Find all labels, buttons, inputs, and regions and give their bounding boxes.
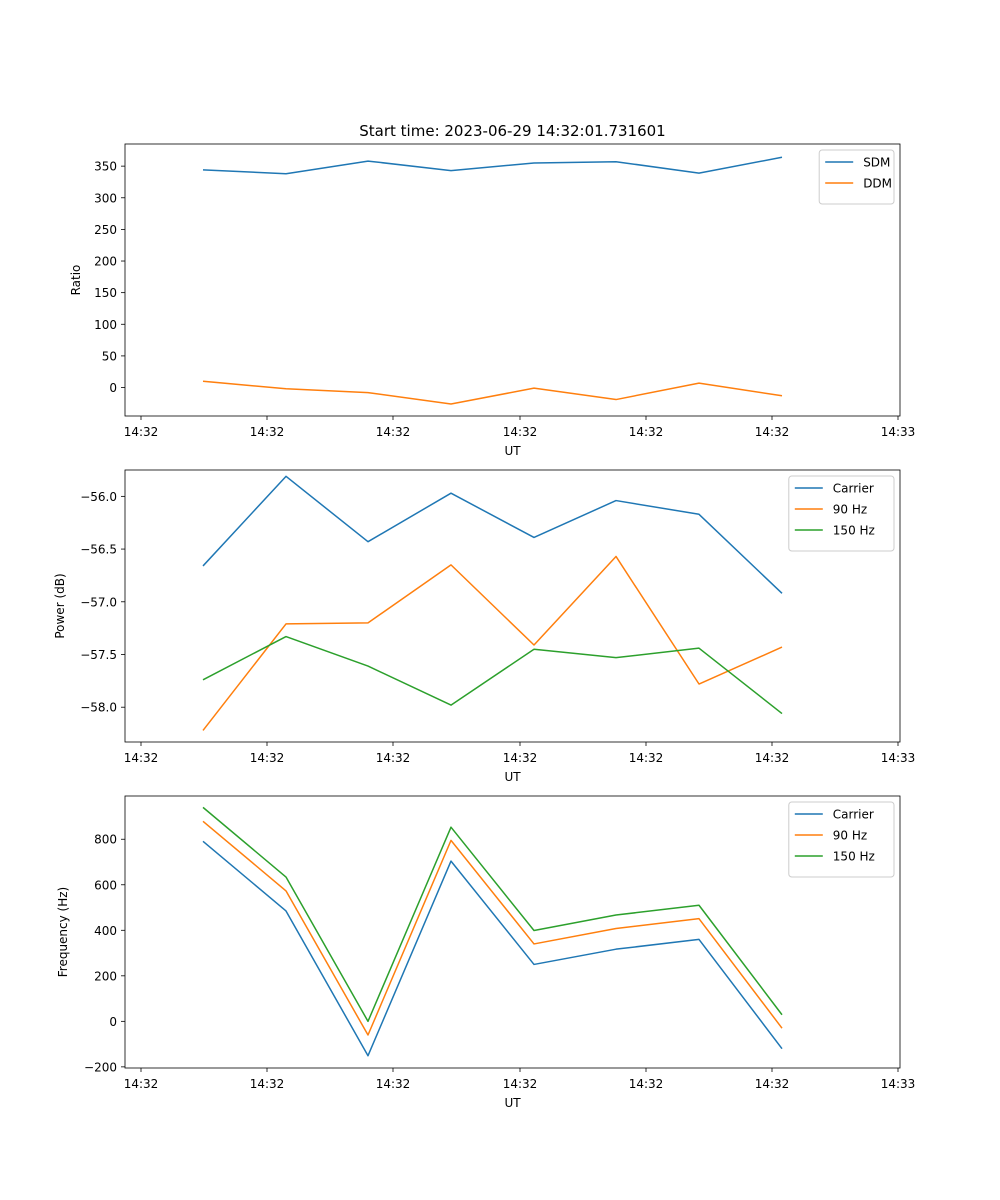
y-tick-label: 800: [94, 833, 117, 847]
x-tick-label: 14:32: [755, 425, 790, 439]
x-tick-label: 14:32: [250, 425, 285, 439]
legend-label: 90 Hz: [833, 503, 867, 517]
y-tick-label: 200: [94, 255, 117, 269]
y-axis-label: Power (dB): [53, 573, 67, 638]
legend-box: [818, 149, 895, 205]
legend: SDM DDM: [818, 149, 895, 205]
series-line-sdm: [202, 156, 783, 175]
y-tick-label: 0: [109, 1015, 117, 1029]
x-tick-label: 14:32: [503, 1077, 538, 1091]
y-axis-label: Frequency (Hz): [56, 887, 70, 978]
x-tick-label: 14:32: [124, 1077, 159, 1091]
x-tick-label: 14:32: [503, 425, 538, 439]
y-tick-label: −56.0: [80, 490, 117, 504]
panel-power: 14:32 14:32 14:32 14:32 14:32 14:32 14:33 −58.0…: [53, 469, 916, 784]
legend-label: 150 Hz: [833, 850, 875, 864]
legend-label: 90 Hz: [833, 829, 867, 843]
series-line-carrier: [202, 475, 783, 594]
y-tick-label: −57.0: [80, 595, 117, 609]
series-line-150-hz: [202, 635, 783, 715]
y-tick-label: −200: [84, 1060, 117, 1074]
panel-ratio: 14:32 14:32 14:32 14:32 14:32 14:32 14:33 0 50 10…: [69, 143, 916, 458]
x-axis-label: UT: [504, 1096, 521, 1110]
legend: Carrier 90 Hz 150 Hz: [788, 801, 895, 878]
y-tick-label: 250: [94, 223, 117, 237]
series-line-carrier: [202, 840, 783, 1057]
x-tick-label: 14:32: [376, 425, 411, 439]
y-tick-label: 600: [94, 878, 117, 892]
legend-box: [788, 801, 895, 878]
y-tick-label: 0: [109, 381, 117, 395]
x-tick-label: 14:32: [755, 751, 790, 765]
legend-label: SDM: [863, 156, 890, 170]
legend-box: [788, 475, 895, 552]
y-axis-label: Ratio: [69, 265, 83, 296]
y-tick-label: −57.5: [80, 648, 117, 662]
y-tick-label: 350: [94, 160, 117, 174]
x-tick-label: 14:32: [124, 425, 159, 439]
x-tick-label: 14:32: [376, 751, 411, 765]
x-tick-label: 14:33: [881, 1077, 916, 1091]
y-tick-label: 300: [94, 191, 117, 205]
axes-frame: [124, 795, 901, 1069]
series-line-90-hz: [202, 820, 783, 1036]
x-tick-label: 14:32: [629, 425, 664, 439]
x-tick-label: 14:33: [881, 425, 916, 439]
x-tick-label: 14:32: [629, 751, 664, 765]
series-line-ddm: [202, 380, 783, 405]
legend-label: Carrier: [833, 808, 874, 822]
x-tick-label: 14:32: [250, 1077, 285, 1091]
y-tick-label: −56.5: [80, 543, 117, 557]
x-tick-label: 14:33: [881, 751, 916, 765]
series-line-90-hz: [202, 555, 783, 731]
x-axis-label: UT: [504, 444, 521, 458]
x-tick-label: 14:32: [376, 1077, 411, 1091]
axes-frame: [124, 143, 901, 417]
x-axis-label: UT: [504, 770, 521, 784]
y-tick-label: 200: [94, 969, 117, 983]
x-tick-label: 14:32: [755, 1077, 790, 1091]
legend: Carrier 90 Hz 150 Hz: [788, 475, 895, 552]
x-tick-label: 14:32: [250, 751, 285, 765]
y-tick-label: 50: [102, 349, 117, 363]
y-tick-label: 150: [94, 286, 117, 300]
x-tick-label: 14:32: [503, 751, 538, 765]
x-tick-label: 14:32: [629, 1077, 664, 1091]
x-tick-label: 14:32: [124, 751, 159, 765]
legend-label: DDM: [863, 177, 892, 191]
y-tick-label: 400: [94, 924, 117, 938]
series-line-150-hz: [202, 806, 783, 1023]
panel-frequency: 14:32 14:32 14:32 14:32 14:32 14:32 14:33 −200 0…: [56, 795, 916, 1110]
legend-label: 150 Hz: [833, 524, 875, 538]
y-tick-label: −58.0: [80, 701, 117, 715]
axes-frame: [124, 469, 901, 743]
legend-label: Carrier: [833, 482, 874, 496]
figure-title: Start time: 2023-06-29 14:32:01.731601: [359, 122, 665, 140]
y-tick-label: 100: [94, 318, 117, 332]
